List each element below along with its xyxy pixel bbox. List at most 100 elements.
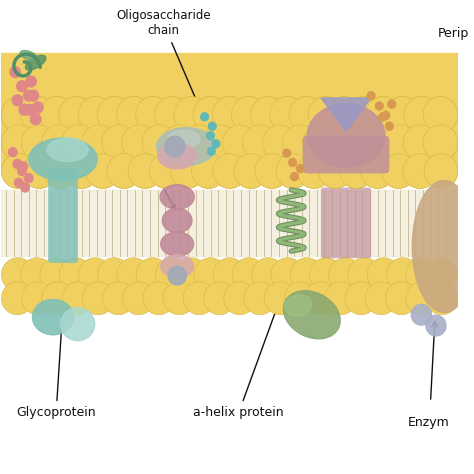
Circle shape: [404, 97, 439, 132]
Circle shape: [290, 258, 323, 292]
Circle shape: [194, 258, 227, 292]
Circle shape: [155, 97, 190, 132]
Circle shape: [21, 125, 56, 161]
Circle shape: [319, 154, 352, 189]
Circle shape: [1, 282, 33, 315]
Circle shape: [382, 154, 416, 189]
Circle shape: [234, 154, 268, 189]
Circle shape: [202, 125, 237, 161]
Circle shape: [367, 258, 400, 292]
Circle shape: [255, 154, 289, 189]
Circle shape: [128, 154, 162, 189]
Circle shape: [175, 258, 208, 292]
Circle shape: [386, 258, 419, 292]
FancyBboxPatch shape: [48, 169, 78, 263]
Circle shape: [78, 97, 113, 132]
Circle shape: [270, 97, 304, 132]
Ellipse shape: [61, 308, 95, 341]
Circle shape: [23, 90, 35, 102]
Circle shape: [423, 97, 458, 132]
Circle shape: [117, 97, 151, 132]
Circle shape: [345, 282, 377, 315]
Circle shape: [191, 154, 226, 189]
Circle shape: [403, 154, 437, 189]
Circle shape: [42, 125, 76, 161]
Circle shape: [9, 66, 21, 78]
Circle shape: [171, 154, 204, 189]
Ellipse shape: [156, 128, 216, 165]
Circle shape: [289, 97, 324, 132]
Circle shape: [123, 282, 155, 315]
Circle shape: [23, 154, 56, 189]
Circle shape: [136, 97, 170, 132]
Circle shape: [263, 125, 297, 161]
Circle shape: [78, 97, 113, 132]
Circle shape: [1, 97, 36, 132]
Circle shape: [162, 125, 197, 161]
Circle shape: [12, 159, 22, 169]
Circle shape: [329, 258, 362, 292]
Circle shape: [346, 97, 381, 132]
Circle shape: [21, 258, 54, 292]
Circle shape: [381, 111, 390, 120]
Circle shape: [18, 161, 28, 172]
Circle shape: [97, 97, 132, 132]
Circle shape: [14, 178, 24, 188]
Circle shape: [122, 125, 156, 161]
Circle shape: [264, 282, 296, 315]
Circle shape: [290, 172, 299, 182]
Circle shape: [424, 154, 458, 189]
Circle shape: [296, 164, 305, 173]
Circle shape: [82, 125, 117, 161]
Circle shape: [423, 97, 458, 132]
Circle shape: [244, 282, 276, 315]
Circle shape: [365, 97, 401, 132]
Circle shape: [213, 258, 246, 292]
Circle shape: [65, 154, 99, 189]
Circle shape: [288, 158, 297, 167]
Circle shape: [102, 282, 135, 315]
Circle shape: [62, 125, 96, 161]
Circle shape: [325, 282, 357, 315]
Circle shape: [323, 125, 357, 161]
Circle shape: [21, 125, 56, 161]
Polygon shape: [321, 98, 371, 131]
Circle shape: [24, 104, 36, 116]
Circle shape: [20, 97, 55, 132]
Ellipse shape: [162, 208, 192, 233]
Circle shape: [361, 154, 394, 189]
Circle shape: [305, 282, 337, 315]
Circle shape: [213, 154, 246, 189]
Circle shape: [385, 121, 394, 131]
Circle shape: [59, 258, 92, 292]
Circle shape: [242, 125, 277, 161]
Circle shape: [424, 154, 458, 189]
Circle shape: [42, 282, 74, 315]
Circle shape: [375, 101, 384, 111]
Circle shape: [363, 125, 398, 161]
Circle shape: [1, 154, 35, 189]
Circle shape: [32, 101, 44, 114]
Circle shape: [174, 97, 209, 132]
Circle shape: [42, 125, 76, 161]
Circle shape: [270, 97, 304, 132]
Circle shape: [97, 97, 132, 132]
Circle shape: [20, 97, 55, 132]
Circle shape: [206, 131, 215, 140]
Circle shape: [297, 154, 331, 189]
Circle shape: [44, 154, 77, 189]
Circle shape: [365, 97, 401, 132]
Circle shape: [328, 97, 362, 132]
Circle shape: [117, 258, 150, 292]
Circle shape: [22, 282, 54, 315]
Circle shape: [363, 125, 398, 161]
Circle shape: [404, 97, 439, 132]
Circle shape: [385, 282, 418, 315]
Circle shape: [282, 148, 291, 158]
Circle shape: [348, 258, 381, 292]
Circle shape: [1, 97, 36, 132]
Ellipse shape: [29, 138, 97, 181]
Circle shape: [403, 125, 438, 161]
Circle shape: [16, 80, 28, 92]
Bar: [1, 53, 458, 171]
